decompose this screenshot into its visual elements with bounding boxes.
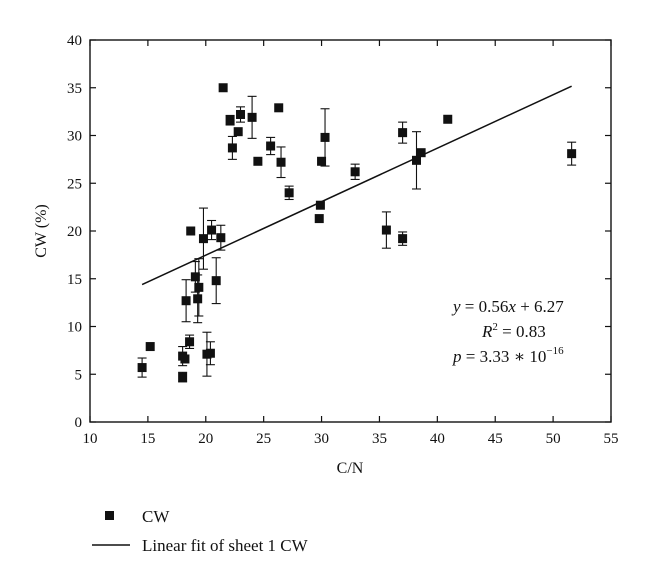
y-tick-label: 15 [67, 272, 82, 288]
data-point [317, 156, 327, 166]
equation-y-symbol: y [451, 297, 461, 316]
p-value-exponent: −16 [546, 345, 564, 357]
data-point [266, 141, 276, 151]
y-tick-label: 30 [67, 129, 82, 145]
data-points [137, 83, 577, 382]
r-squared-value: = 0.83 [498, 322, 546, 341]
data-point [236, 109, 246, 119]
fit-annotation: y = 0.56x + 6.27 R2 = 0.83 p = 3.33 ∗ 10… [451, 297, 564, 366]
y-tick-label: 35 [67, 81, 82, 97]
data-point [416, 148, 426, 158]
x-tick-label: 20 [198, 431, 213, 447]
r-squared-line: R2 = 0.83 [481, 321, 546, 341]
data-point [194, 282, 204, 292]
data-point [186, 226, 196, 236]
x-axis-title: C/N [337, 460, 364, 477]
y-tick-label: 25 [67, 176, 82, 192]
data-point [211, 276, 221, 286]
equation-intercept-text: + 6.27 [516, 297, 564, 316]
x-tick-label: 25 [256, 431, 271, 447]
y-tick-label: 20 [67, 224, 82, 240]
x-tick-label: 55 [604, 431, 619, 447]
linear-fit-line [141, 85, 572, 286]
data-point [178, 372, 188, 382]
x-tick-label: 10 [83, 431, 98, 447]
data-point [185, 337, 195, 347]
p-symbol: p [452, 347, 462, 366]
data-point [567, 149, 577, 159]
data-point [314, 214, 324, 224]
data-point [398, 234, 408, 244]
data-point [320, 132, 330, 142]
y-tick-label: 40 [67, 33, 82, 49]
data-point [315, 200, 325, 210]
data-point [207, 225, 217, 235]
data-point [181, 296, 191, 306]
data-point [350, 167, 360, 177]
equation-x-symbol: x [507, 297, 516, 316]
x-tick-label: 15 [140, 431, 155, 447]
r-squared-exponent: 2 [492, 321, 498, 333]
data-point [247, 112, 257, 122]
data-point [233, 127, 243, 137]
x-tick-label: 45 [488, 431, 503, 447]
data-point [276, 157, 286, 167]
data-point [274, 103, 284, 113]
y-tick-label: 5 [75, 367, 83, 383]
data-point [193, 294, 203, 304]
p-value-mantissa: = 3.33 ∗ 10 [462, 347, 547, 366]
legend-label-fit: Linear fit of sheet 1 CW [142, 536, 309, 555]
x-tick-label: 30 [314, 431, 329, 447]
equation-line: y = 0.56x + 6.27 [451, 297, 564, 316]
x-tick-label: 40 [430, 431, 445, 447]
p-value-line: p = 3.33 ∗ 10−16 [452, 345, 564, 366]
data-point [180, 354, 190, 364]
legend-marker-square [105, 511, 114, 520]
data-point [145, 342, 155, 352]
legend: CW Linear fit of sheet 1 CW [92, 507, 309, 555]
equation-slope-text: = 0.56 [461, 297, 509, 316]
data-point [411, 155, 421, 165]
data-point [253, 156, 263, 166]
x-tick-label: 35 [372, 431, 387, 447]
data-point [225, 115, 235, 125]
data-point [381, 225, 391, 235]
y-axis-title: CW (%) [33, 204, 50, 257]
y-axis: 0 5 10 15 20 25 30 35 40 [67, 33, 611, 431]
data-point [137, 363, 147, 373]
x-axis: 10 15 20 25 30 35 40 45 50 55 [83, 40, 619, 447]
plot-area: 10 15 20 25 30 35 40 45 50 55 0 5 10 15 20 25 30 35 40 [67, 33, 619, 447]
data-point [205, 348, 215, 358]
data-point [218, 83, 228, 93]
data-point [443, 114, 453, 124]
y-tick-label: 0 [75, 415, 83, 431]
r-symbol: R [481, 322, 493, 341]
data-point [198, 234, 208, 244]
x-tick-label: 50 [546, 431, 561, 447]
data-point [227, 143, 237, 153]
legend-label-cw: CW [142, 507, 170, 526]
fit-line-layer [141, 85, 572, 286]
data-point [284, 188, 294, 198]
data-point [398, 128, 408, 138]
data-point [216, 233, 226, 243]
data-point [190, 272, 200, 282]
y-tick-label: 10 [67, 320, 82, 336]
